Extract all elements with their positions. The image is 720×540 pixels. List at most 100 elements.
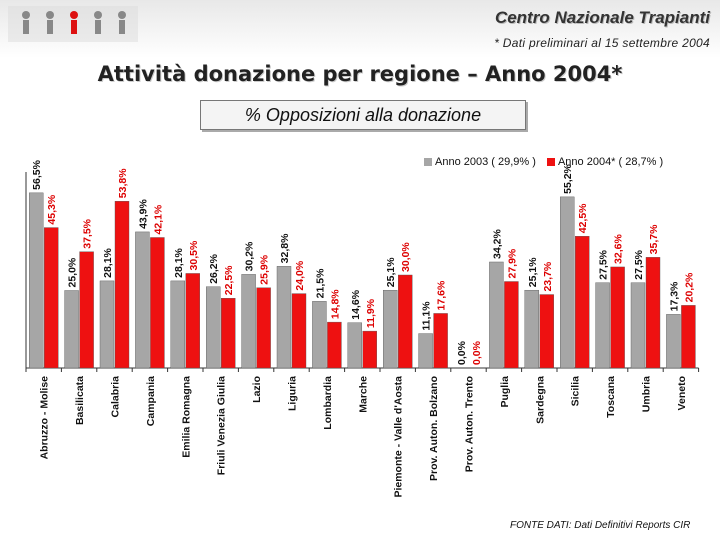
data-label-2004: 32,6% <box>613 234 625 264</box>
bar-2003 <box>312 301 327 369</box>
bar-2004 <box>44 227 59 369</box>
legend-item-2004: Anno 2004* ( 28,7% ) <box>546 156 664 168</box>
category-label: Toscana <box>605 376 617 418</box>
bar-2003 <box>524 289 539 369</box>
data-label-2003: 25,0% <box>67 257 79 287</box>
bar-2003 <box>595 282 610 369</box>
bar-2004 <box>327 321 342 369</box>
bar-2004 <box>150 237 165 369</box>
legend-item-2003: Anno 2003 ( 29,9% ) <box>424 156 536 168</box>
slide-title: Attività donazione per regione – Anno 20… <box>97 62 623 86</box>
category-label: Prov. Auton. Trento <box>464 376 476 472</box>
chart-subtitle: % Opposizioni alla donazione <box>200 100 526 130</box>
data-label-2003: 32,8% <box>279 233 291 263</box>
data-label-2004: 22,5% <box>223 265 235 295</box>
chart-legend: Anno 2003 ( 29,9% ) Anno 2004* ( 28,7% ) <box>424 156 671 168</box>
data-label-2004: 0,0% <box>471 340 483 365</box>
category-label: Abruzzo - Molise <box>39 376 51 460</box>
data-label-2004: 20,2% <box>683 272 695 302</box>
category-label: Campania <box>145 376 157 426</box>
bar-2004 <box>610 266 625 369</box>
data-label-2003: 17,3% <box>668 281 680 311</box>
source-note: FONTE DATI: Dati Definitivi Reports CIR <box>510 520 691 531</box>
category-label: Basilicata <box>74 376 86 425</box>
bar-2004 <box>645 257 661 369</box>
data-label-2003: 55,2% <box>562 163 574 193</box>
bar-2004 <box>504 281 519 369</box>
bar-2003 <box>64 290 79 369</box>
data-label-2003: 0,0% <box>456 340 468 365</box>
data-label-2004: 25,9% <box>259 254 271 284</box>
data-label-2003: 25,1% <box>527 257 539 287</box>
legend-swatch-2003 <box>424 158 432 167</box>
data-label-2003: 21,5% <box>314 268 326 298</box>
category-label: Piemonte - Valle d'Aosta <box>393 376 405 498</box>
bar-2003 <box>418 333 433 369</box>
bar-2003 <box>241 274 256 369</box>
org-title: Centro Nazionale Trapianti <box>494 8 710 27</box>
data-label-2004: 23,7% <box>542 261 554 291</box>
bar-2003 <box>347 322 362 369</box>
category-label: Lombardia <box>322 376 334 430</box>
data-label-2003: 27,5% <box>598 249 610 279</box>
category-label: Prov. Auton. Bolzano <box>428 376 440 481</box>
category-label: Friuli Venezia Giulia <box>216 376 228 475</box>
legend-swatch-2004 <box>546 158 555 167</box>
bar-2003 <box>630 282 646 369</box>
data-label-2004: 42,1% <box>152 204 164 234</box>
bar-2003 <box>383 289 398 369</box>
bar-2004 <box>291 293 307 369</box>
data-label-2003: 26,2% <box>208 253 220 283</box>
header-bar: Centro Nazionale Trapianti * Dati prelim… <box>0 0 720 58</box>
bar-2003 <box>666 314 681 369</box>
data-label-2003: 28,1% <box>173 247 185 277</box>
bar-2004 <box>575 236 590 369</box>
bar-2004 <box>79 251 94 369</box>
bar-2003 <box>29 192 44 369</box>
category-label: Emilia Romagna <box>180 376 192 458</box>
bar-2004 <box>362 330 377 369</box>
bar-2004 <box>539 294 554 369</box>
bar-2004 <box>220 298 236 369</box>
data-label-2003: 56,5% <box>31 159 43 189</box>
data-label-2003: 27,5% <box>633 249 645 279</box>
data-label-2004: 27,9% <box>506 248 518 278</box>
bar-2004 <box>398 274 413 369</box>
data-label-2003: 30,2% <box>244 241 256 271</box>
bar-2003 <box>205 286 221 369</box>
data-label-2004: 45,3% <box>46 194 58 224</box>
bar-2003 <box>489 261 504 369</box>
category-label: Lazio <box>251 376 263 403</box>
preliminary-note: * Dati preliminari al 15 settembre 2004 <box>494 36 710 50</box>
data-label-2003: 43,9% <box>137 198 149 228</box>
bar-2004 <box>256 287 271 369</box>
category-label: Marche <box>357 376 369 413</box>
data-label-2004: 30,0% <box>400 242 412 272</box>
category-label: Umbria <box>641 376 653 412</box>
data-label-2003: 28,1% <box>102 247 114 277</box>
bar-2004 <box>114 201 130 369</box>
data-label-2004: 24,0% <box>294 260 306 290</box>
data-label-2004: 14,8% <box>329 289 341 319</box>
category-label: Puglia <box>499 376 511 408</box>
bar-2003 <box>99 280 115 369</box>
data-label-2004: 35,7% <box>648 224 660 254</box>
data-label-2003: 11,1% <box>421 301 433 331</box>
legend-label-2003: Anno 2003 ( 29,9% ) <box>435 156 536 168</box>
category-label: Sicilia <box>570 376 582 407</box>
data-label-2004: 37,5% <box>82 218 94 248</box>
data-label-2004: 53,8% <box>117 168 129 198</box>
data-label-2003: 25,1% <box>385 257 397 287</box>
data-label-2004: 42,5% <box>577 203 589 233</box>
category-label: Sardegna <box>534 376 546 424</box>
data-label-2003: 14,6% <box>350 289 362 319</box>
logo-people-icon <box>8 6 138 42</box>
bar-2003 <box>135 231 150 369</box>
data-label-2004: 11,9% <box>365 298 377 328</box>
category-label: Liguria <box>287 376 299 411</box>
bar-2003 <box>170 280 186 369</box>
legend-label-2004: Anno 2004* ( 28,7% ) <box>557 156 664 168</box>
data-label-2003: 34,2% <box>491 229 503 259</box>
bar-2004 <box>185 273 201 369</box>
